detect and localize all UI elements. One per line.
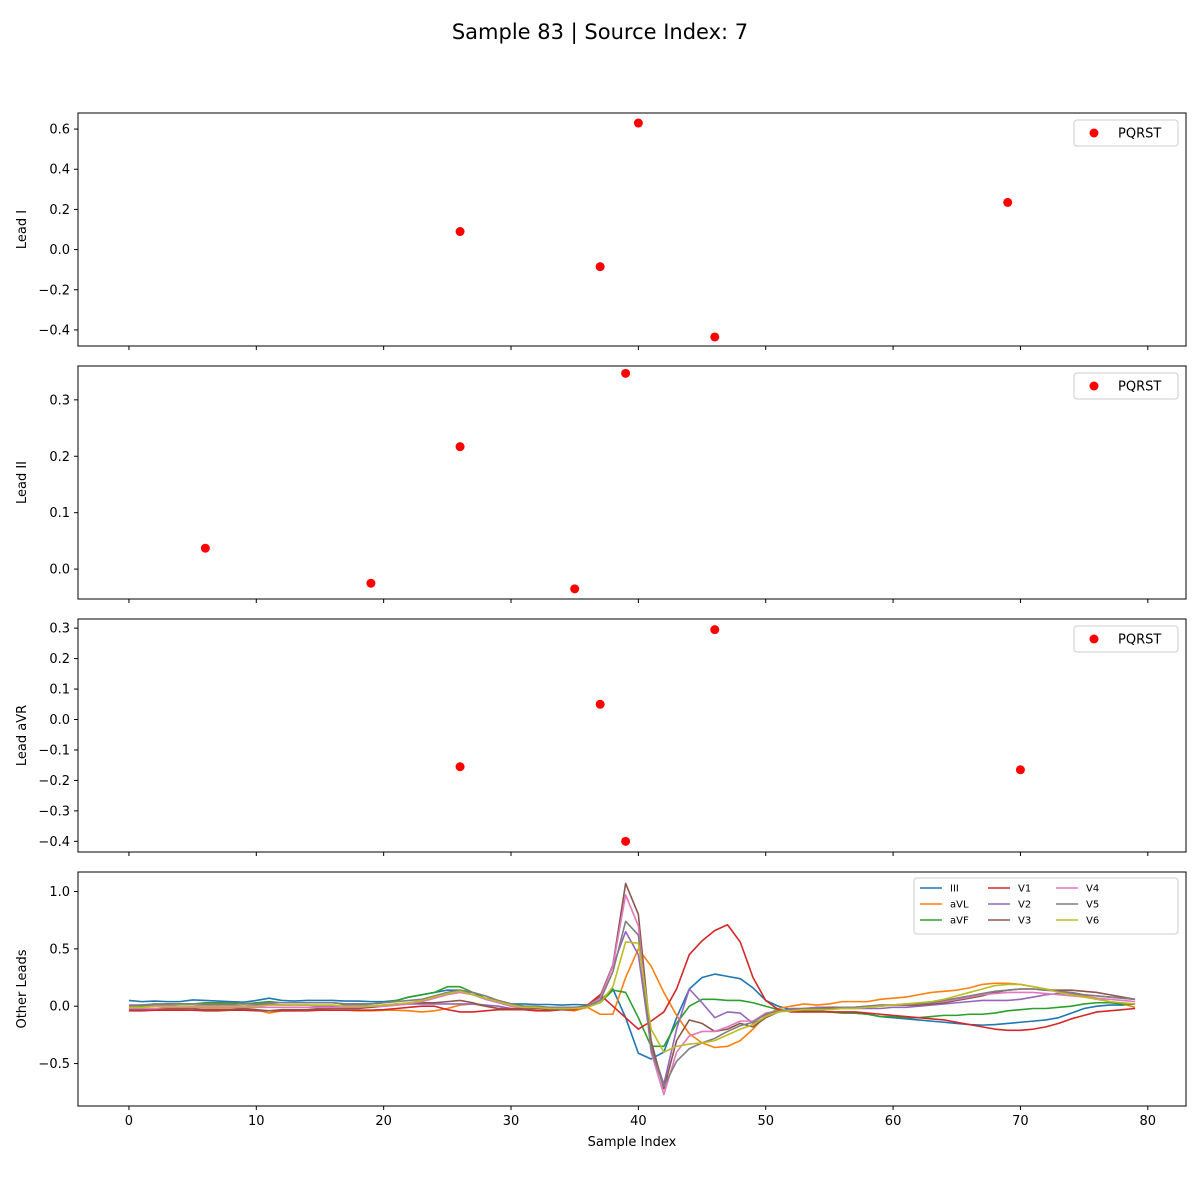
series-line-III bbox=[128, 973, 1136, 1060]
data-point bbox=[455, 442, 465, 452]
data-point bbox=[595, 699, 605, 709]
data-point bbox=[455, 227, 465, 237]
legend-label: aVF bbox=[950, 916, 969, 927]
y-tick-label: 0.2 bbox=[49, 203, 70, 218]
y-axis-label: Other Leads bbox=[15, 949, 30, 1028]
series-line-V5 bbox=[128, 920, 1136, 1088]
chart-panel-3: −0.4 −0.3 −0.2 −0.1 0.0 0.1 0.2 0.3 Lead aVR PQRS… bbox=[15, 618, 1187, 856]
axes-frame bbox=[77, 871, 1187, 1107]
figure-title: Sample 83 | Source Index: 7 bbox=[451, 20, 749, 44]
chart-panel-4: −0.5 0.0 0.5 1.0 0 10 20 30 40 50 60 70 80 Other Lead… bbox=[15, 871, 1187, 1150]
x-axis-label: Sample Index bbox=[588, 1135, 677, 1150]
legend-box bbox=[913, 877, 1179, 935]
y-tick-label: 0.2 bbox=[49, 652, 70, 667]
y-tick-label: −0.4 bbox=[38, 835, 70, 850]
y-tick-label: 0.1 bbox=[49, 683, 70, 698]
data-point bbox=[710, 332, 720, 342]
axes-frame bbox=[77, 618, 1187, 853]
legend-label: III bbox=[950, 884, 959, 895]
data-point bbox=[1015, 765, 1025, 775]
y-tick-label: −0.1 bbox=[38, 743, 70, 758]
data-point bbox=[1003, 197, 1013, 207]
series-line-V1 bbox=[128, 923, 1136, 1032]
data-point bbox=[710, 625, 720, 635]
legend-label: V3 bbox=[1018, 916, 1031, 927]
legend-label: V4 bbox=[1086, 884, 1099, 895]
y-tick-label: −0.3 bbox=[38, 804, 70, 819]
legend-marker bbox=[1089, 128, 1099, 138]
legend: PQRST bbox=[1073, 119, 1179, 147]
legend-label: V5 bbox=[1086, 900, 1099, 911]
data-point bbox=[633, 118, 643, 128]
y-tick-label: 0.0 bbox=[49, 1000, 70, 1015]
axes-frame bbox=[77, 365, 1187, 600]
data-point bbox=[621, 836, 631, 846]
plot-area bbox=[455, 625, 1025, 846]
y-tick-label: 0.5 bbox=[49, 942, 70, 957]
legend-box bbox=[1073, 625, 1179, 653]
y-tick-label: 0.2 bbox=[49, 450, 70, 465]
legend: PQRST bbox=[1073, 372, 1179, 400]
legend-label: PQRST bbox=[1118, 633, 1161, 648]
y-axis-label: Lead II bbox=[15, 461, 30, 504]
y-tick-label: −0.4 bbox=[38, 323, 70, 338]
x-tick-label: 60 bbox=[885, 1114, 902, 1129]
x-tick-label: 20 bbox=[375, 1114, 392, 1129]
y-tick-label: −0.2 bbox=[38, 283, 70, 298]
series-line-V4 bbox=[128, 894, 1136, 1096]
legend-label: PQRST bbox=[1118, 380, 1161, 395]
y-axis-label: Lead aVR bbox=[15, 705, 30, 766]
y-tick-label: 0.0 bbox=[49, 713, 70, 728]
legend-marker bbox=[1089, 634, 1099, 644]
x-tick-label: 40 bbox=[630, 1114, 647, 1129]
y-tick-label: −0.2 bbox=[38, 774, 70, 789]
data-point bbox=[455, 762, 465, 772]
y-axis-label: Lead I bbox=[15, 210, 30, 249]
y-tick-label: 1.0 bbox=[49, 885, 70, 900]
plot-area bbox=[200, 368, 631, 594]
y-tick-label: 0.3 bbox=[49, 622, 70, 637]
data-point bbox=[200, 543, 210, 553]
x-tick-label: 70 bbox=[1012, 1114, 1029, 1129]
legend-label: aVL bbox=[950, 900, 969, 911]
legend-label: V1 bbox=[1018, 884, 1031, 895]
data-point bbox=[570, 584, 580, 594]
legend: PQRST bbox=[1073, 625, 1179, 653]
series-line-V3 bbox=[128, 882, 1136, 1090]
axes-frame bbox=[77, 112, 1187, 347]
data-point bbox=[595, 262, 605, 272]
legend-marker bbox=[1089, 381, 1099, 391]
y-tick-label: 0.4 bbox=[49, 163, 70, 178]
y-tick-label: 0.0 bbox=[49, 563, 70, 578]
chart-panel-1: −0.4 −0.2 0.0 0.2 0.4 0.6 Lead I PQRST bbox=[15, 112, 1187, 350]
x-tick-label: 30 bbox=[503, 1114, 520, 1129]
series-line-V6 bbox=[128, 941, 1136, 1053]
x-tick-label: 10 bbox=[248, 1114, 265, 1129]
data-point bbox=[366, 578, 376, 588]
y-tick-label: 0.3 bbox=[49, 393, 70, 408]
y-tick-label: −0.5 bbox=[38, 1057, 70, 1072]
legend-box bbox=[1073, 119, 1179, 147]
plot-area bbox=[128, 882, 1136, 1096]
legend-label: V6 bbox=[1086, 916, 1099, 927]
y-tick-label: 0.0 bbox=[49, 243, 70, 258]
legend: III aVL aVF V1 V2 V3 V4 V5 V6 bbox=[913, 877, 1179, 935]
x-tick-label: 80 bbox=[1140, 1114, 1157, 1129]
y-tick-label: 0.6 bbox=[49, 123, 70, 138]
legend-label: V2 bbox=[1018, 900, 1031, 911]
legend-label: PQRST bbox=[1118, 127, 1161, 142]
chart-panel-2: 0.0 0.1 0.2 0.3 Lead II PQRST bbox=[15, 365, 1187, 603]
plot-area bbox=[455, 118, 1013, 342]
x-tick-label: 0 bbox=[125, 1114, 133, 1129]
y-tick-label: 0.1 bbox=[49, 506, 70, 521]
series-line-aVL bbox=[128, 948, 1136, 1049]
data-point bbox=[621, 368, 631, 378]
legend-box bbox=[1073, 372, 1179, 400]
x-tick-label: 50 bbox=[757, 1114, 774, 1129]
